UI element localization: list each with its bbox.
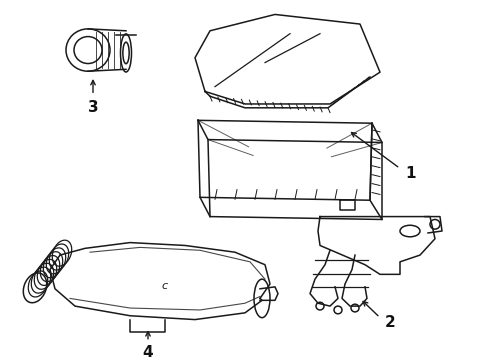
Text: 2: 2 [385, 315, 396, 330]
Text: 1: 1 [405, 166, 416, 181]
Text: 3: 3 [88, 100, 98, 115]
Text: c: c [162, 281, 168, 291]
Text: 4: 4 [143, 345, 153, 360]
